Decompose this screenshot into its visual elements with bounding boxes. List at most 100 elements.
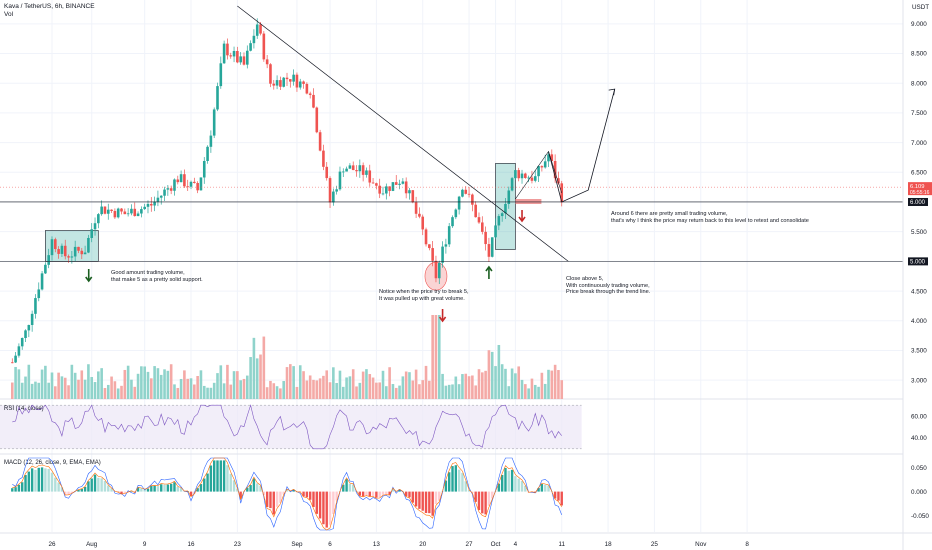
volume-bar <box>461 374 464 399</box>
macd-histogram-bar <box>438 491 441 501</box>
volume-bar <box>474 385 477 399</box>
candle-body <box>87 237 90 253</box>
retest-arrow-head <box>518 216 526 223</box>
volume-bar <box>484 370 487 399</box>
macd-histogram-bar <box>279 491 282 503</box>
time-tick-label: Aug <box>86 541 98 548</box>
price-tick-label: 8.000 <box>911 80 927 87</box>
macd-histogram-bar <box>540 483 544 492</box>
volume-bar <box>537 386 540 399</box>
candle-body <box>193 181 196 183</box>
macd-histogram-bar <box>325 491 328 528</box>
candle-body <box>444 244 448 247</box>
macd-histogram-bar <box>160 484 163 492</box>
signal-line <box>12 457 562 531</box>
candle-body <box>447 226 451 245</box>
candle-body <box>481 222 484 232</box>
candle-body <box>209 135 213 147</box>
volume-bar <box>245 375 249 399</box>
candle-body <box>232 50 236 57</box>
volume-bar <box>255 358 259 399</box>
volume-bar <box>454 376 458 399</box>
macd-histogram-bar <box>352 484 355 492</box>
candle-body <box>222 43 226 64</box>
macd-histogram-bar <box>371 491 375 496</box>
volume-bar <box>514 373 517 399</box>
candle-body <box>345 168 348 172</box>
macd-histogram-bar <box>375 491 378 498</box>
candle-body <box>471 194 474 205</box>
macd-histogram-bar <box>236 488 239 492</box>
volume-bar <box>477 369 481 399</box>
candle-body <box>93 223 97 230</box>
volume-bar <box>67 385 70 399</box>
macd-histogram-bar <box>272 491 275 515</box>
volume-bar <box>103 387 107 399</box>
volume-bar <box>318 378 322 399</box>
macd-histogram-bar <box>232 480 236 492</box>
volume-bar <box>398 385 401 399</box>
last-price-value: 6.109 <box>910 184 925 190</box>
macd-histogram-bar <box>477 491 481 511</box>
volume-bar <box>557 370 560 399</box>
macd-histogram-bar <box>219 460 223 492</box>
volume-bar <box>341 386 345 399</box>
note-close: Close above 5, With continuously trading… <box>566 276 651 296</box>
volume-bar <box>176 387 180 399</box>
symbol-title[interactable]: Kava / TetherUS, 6h, BINANCE <box>4 3 95 10</box>
candle-body <box>279 80 282 87</box>
macd-histogram-bar <box>203 478 206 492</box>
volume-bar <box>186 378 190 399</box>
macd-histogram-bar <box>368 491 371 497</box>
macd-histogram-bar <box>123 491 127 494</box>
macd-histogram-bar <box>216 460 219 492</box>
time-tick-label: 13 <box>373 541 381 548</box>
macd-histogram-bar <box>206 473 209 492</box>
time-tick-label: 18 <box>605 541 613 548</box>
time-tick-label: 16 <box>188 541 196 548</box>
volume-bar <box>444 385 448 399</box>
volume-bar <box>123 369 127 399</box>
volume-bar <box>315 380 319 399</box>
volume-bar <box>130 379 133 399</box>
macd-histogram-bar <box>404 491 408 497</box>
macd-histogram-bar <box>491 491 494 499</box>
macd-histogram-bar <box>239 491 242 499</box>
macd-histogram-bar <box>90 478 93 492</box>
candle-body <box>305 83 309 94</box>
level-tag-label: 5.000 <box>910 260 926 266</box>
volume-bar <box>510 368 514 399</box>
low-volume-zone <box>515 199 542 205</box>
macd-histogram-bar <box>209 465 213 492</box>
volume-bar <box>106 384 110 399</box>
candle-body <box>67 256 70 258</box>
macd-histogram-bar <box>107 485 110 492</box>
candle-body <box>335 189 338 192</box>
candle-body <box>394 182 398 185</box>
volume-bar <box>20 382 24 399</box>
candle-body <box>428 244 431 249</box>
rsi-line <box>12 404 562 450</box>
candle-body <box>179 174 183 183</box>
volume-bar <box>437 315 441 399</box>
volume-bar <box>47 382 50 399</box>
price-tick-label: 4.500 <box>911 288 927 295</box>
candle-body <box>550 154 554 161</box>
price-candles <box>10 18 564 364</box>
candle-body <box>40 273 44 290</box>
volume-bar <box>183 370 186 399</box>
candle-body <box>540 166 544 168</box>
wedge-line <box>515 150 563 200</box>
volume-bar <box>394 387 398 399</box>
macd-histogram-bar <box>444 480 448 492</box>
macd-histogram-bar <box>57 482 60 492</box>
candle-body <box>302 81 305 84</box>
candle-body <box>63 245 67 257</box>
volume-spike-arrow-head <box>438 316 447 323</box>
volume-bar <box>202 385 206 399</box>
candle-body <box>166 188 170 190</box>
volume-bar <box>24 376 27 399</box>
macd-histogram-bar <box>467 490 471 492</box>
candle-body <box>30 313 34 325</box>
note-break: Notice when the price try to break 5, It… <box>379 289 469 302</box>
